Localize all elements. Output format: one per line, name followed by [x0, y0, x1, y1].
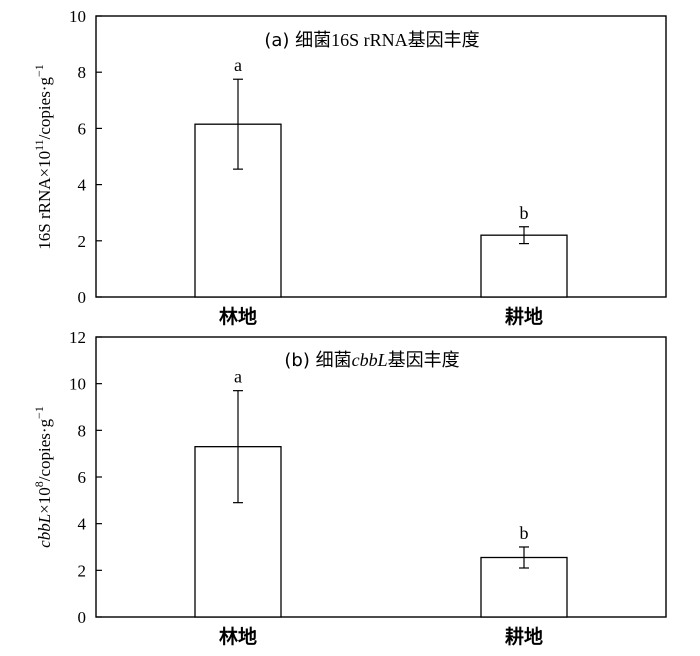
- panel-a-ytick-label: 4: [78, 176, 87, 195]
- panel-b-significance-2: b: [520, 523, 529, 543]
- panel-a-significance-1: a: [234, 55, 242, 75]
- panel-a-ytick-label: 6: [78, 119, 87, 138]
- panel-a-y-axis: 0 2 4 6 8 10: [69, 7, 102, 307]
- panel-b-ytick-label: 8: [78, 421, 87, 440]
- panel-a-bar-2: [480, 234, 568, 298]
- panel-a-bars: ab: [194, 55, 568, 298]
- panel-a-y-axis-label: 16S rRNA×1011/copies·g−1: [32, 64, 54, 250]
- panel-b-ytick-label: 6: [78, 468, 87, 487]
- panel-b-ytick-label: 12: [69, 328, 86, 347]
- panel-b-xtick-label-1: 林地: [219, 625, 257, 648]
- panel-a-ytick-label: 8: [78, 63, 87, 82]
- panel-b-ytick-label: 2: [78, 561, 87, 580]
- panel-a-x-axis: 林地 耕地: [219, 305, 543, 328]
- panel-a-title: (a) 细菌16S rRNA基因丰度: [264, 30, 479, 51]
- panel-b-y-axis: 0 2 4 6 8 10 12: [69, 328, 102, 627]
- panel-b-bars: ab: [194, 367, 568, 618]
- panel-a-significance-2: b: [520, 203, 529, 223]
- panel-a-xtick-label-2: 耕地: [505, 305, 543, 328]
- panel-a-ytick-label: 0: [78, 288, 87, 307]
- panel-b-xtick-label-2: 耕地: [505, 625, 543, 648]
- panel-a-ytick-label: 10: [69, 7, 86, 26]
- panel-a-plot-frame: [95, 15, 667, 298]
- panel-b-significance-1: a: [234, 367, 242, 387]
- panel-b-x-axis: 林地 耕地: [219, 625, 543, 648]
- panel-a-xtick-label-1: 林地: [219, 305, 257, 328]
- panel-b-title: (b) 细菌cbbL基因丰度: [284, 350, 459, 371]
- panel-a-ytick-label: 2: [78, 232, 87, 251]
- panel-b-ytick-label: 4: [78, 515, 87, 534]
- panel-b-y-axis-label: cbbL×108/copies·g−1: [32, 406, 54, 548]
- panel-b-ytick-label: 10: [69, 375, 86, 394]
- panel-b-plot-frame: [95, 336, 667, 618]
- panel-b-ytick-label: 0: [78, 608, 87, 627]
